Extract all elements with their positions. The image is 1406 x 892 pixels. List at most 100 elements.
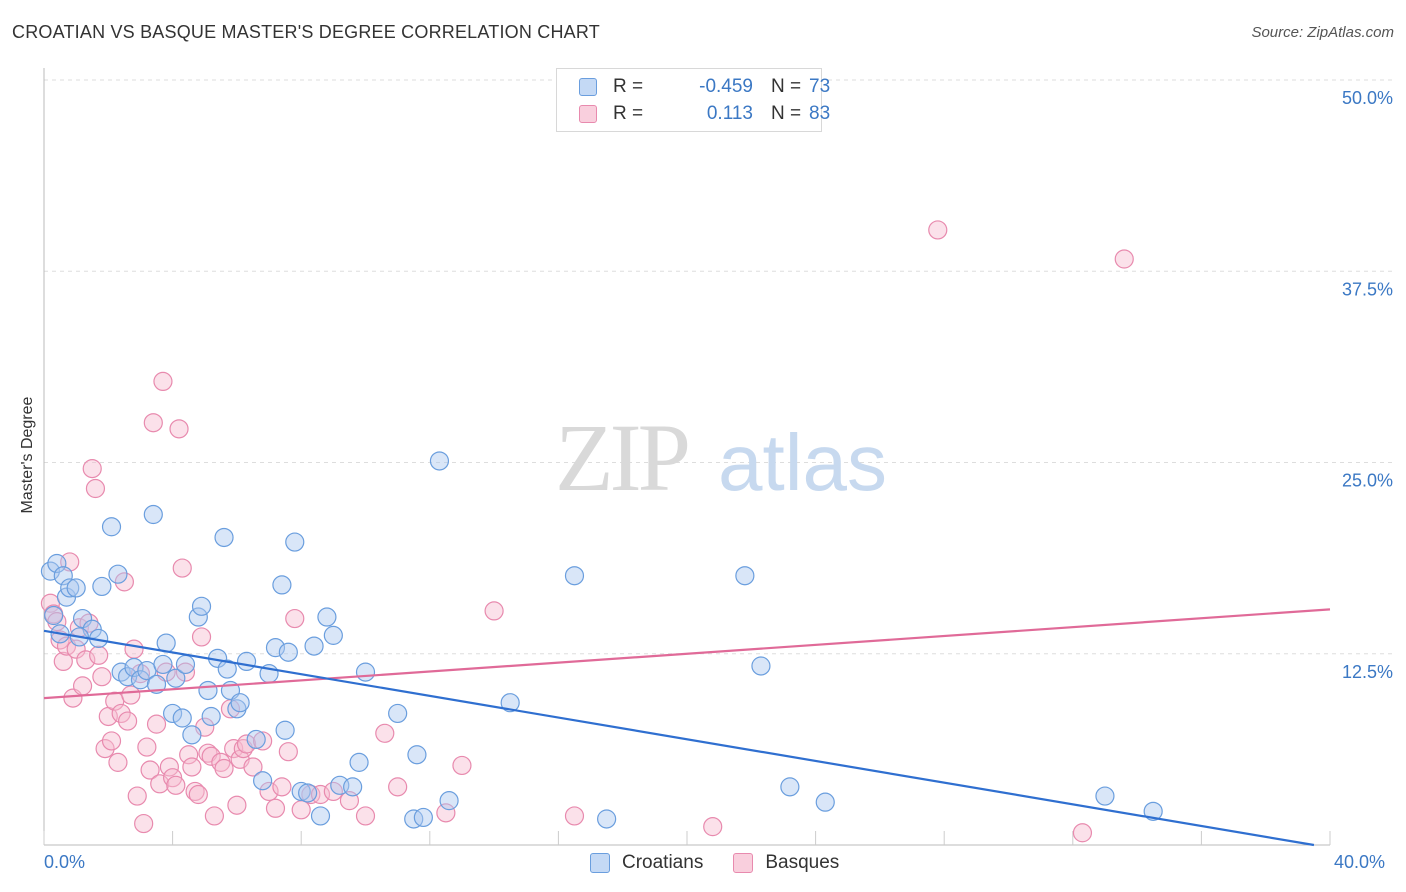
grid-lines	[44, 79, 1392, 655]
croatians-point-63	[597, 809, 617, 829]
basques-point-43	[179, 745, 199, 765]
croatians-point-28	[198, 680, 218, 701]
basques-point-55	[224, 739, 244, 759]
basques-point-11	[76, 650, 96, 670]
basques-point-39	[166, 775, 186, 795]
basques-point-29	[134, 813, 154, 834]
croatians-point-61	[500, 693, 520, 713]
x-tick-label-max: 40.0%	[1334, 852, 1386, 872]
basques-n-label: N =	[771, 103, 802, 124]
basques-point-59	[236, 734, 257, 754]
croatians-r-label: R =	[613, 76, 644, 97]
basques-point-67	[291, 800, 311, 820]
basques-point-77	[484, 601, 504, 621]
croatians-n-value: 73	[809, 76, 831, 97]
croatians-point-53	[349, 752, 369, 772]
y-tick-label-2: 37.5%	[1342, 279, 1393, 299]
basques-point-73	[375, 723, 395, 743]
croatians-point-11	[108, 564, 128, 584]
basques-point-79	[703, 817, 723, 837]
croatians-point-42	[275, 720, 295, 740]
croatians-point-41	[272, 575, 292, 595]
croatians-point-68	[1095, 786, 1115, 806]
croatians-point-23	[172, 708, 192, 728]
croatians-point-50	[323, 625, 343, 645]
basques-point-82	[1114, 249, 1134, 269]
croatians-point-67	[815, 792, 835, 812]
basques-point-23	[114, 572, 134, 592]
basques-point-62	[259, 781, 279, 802]
basques-swatch	[579, 105, 597, 123]
croatians-point-56	[404, 809, 424, 829]
croatians-point-4	[60, 578, 80, 598]
legend-row-basques: R = 0.113 N = 83	[579, 102, 830, 126]
croatians-point-18	[146, 674, 167, 694]
basques-point-10	[72, 676, 93, 696]
basques-point-4	[53, 651, 73, 672]
basques-legend-label: Basques	[765, 852, 840, 873]
croatians-point-6	[72, 608, 93, 629]
basques-point-47	[191, 627, 212, 647]
croatians-legend-swatch	[590, 853, 610, 873]
croatians-point-46	[298, 783, 318, 803]
x-tick-label-min: 0.0%	[44, 852, 86, 872]
legend-item-croatians[interactable]: Croatians	[590, 852, 703, 874]
basques-point-45	[185, 781, 205, 802]
legend-item-basques[interactable]: Basques	[733, 852, 839, 874]
croatians-point-35	[230, 693, 250, 713]
croatians-point-27	[191, 596, 212, 616]
basques-point-30	[137, 737, 157, 757]
croatians-point-43	[278, 642, 298, 662]
croatians-point-37	[246, 729, 266, 750]
basques-point-14	[85, 478, 106, 499]
croatians-point-44	[285, 532, 305, 552]
basques-point-65	[278, 742, 298, 762]
watermark: ZIP atlas	[555, 404, 887, 511]
croatians-point-24	[175, 654, 196, 675]
basques-point-25	[121, 685, 141, 705]
basques-point-22	[111, 703, 131, 724]
basques-point-50	[201, 746, 221, 766]
croatians-legend-label: Croatians	[622, 852, 704, 873]
basques-point-31	[140, 760, 160, 780]
y-tick-label-1: 25.0%	[1342, 471, 1393, 491]
croatians-point-26	[188, 607, 208, 627]
basques-point-63	[265, 798, 286, 818]
basques-point-76	[452, 755, 472, 776]
basques-point-66	[285, 608, 305, 629]
basques-point-27	[127, 786, 147, 806]
croatians-point-65	[751, 656, 771, 676]
basques-point-46	[188, 784, 208, 805]
croatians-point-0	[40, 561, 61, 581]
basques-point-44	[182, 757, 202, 777]
basques-point-32	[143, 413, 163, 433]
croatians-point-2	[53, 566, 73, 586]
croatians-point-69	[1143, 801, 1163, 821]
basques-point-16	[92, 667, 112, 687]
basques-point-61	[253, 731, 273, 751]
croatians-point-1	[47, 553, 67, 574]
basques-point-41	[172, 558, 192, 578]
croatians-point-62	[564, 566, 585, 586]
series-basques	[40, 220, 1134, 843]
basques-point-75	[436, 803, 456, 823]
croatians-point-5	[66, 578, 86, 598]
croatians-point-49	[317, 607, 337, 627]
croatians-point-21	[163, 703, 183, 724]
basques-point-17	[95, 739, 115, 759]
basques-trend-line	[43, 608, 1331, 700]
basques-point-80	[928, 220, 948, 240]
basques-r-value: 0.113	[706, 103, 753, 124]
series-legend: Croatians Basques	[590, 852, 869, 874]
watermark-zip: ZIP	[555, 404, 688, 511]
croatians-point-10	[101, 517, 122, 537]
basques-legend-swatch	[733, 853, 754, 873]
basques-point-78	[564, 806, 585, 826]
croatians-point-66	[780, 777, 800, 797]
croatians-point-9	[92, 576, 112, 597]
basques-point-64	[272, 777, 292, 797]
croatians-point-32	[217, 659, 237, 679]
croatians-point-64	[735, 566, 755, 586]
croatians-point-17	[143, 504, 163, 525]
croatians-point-47	[304, 636, 324, 656]
